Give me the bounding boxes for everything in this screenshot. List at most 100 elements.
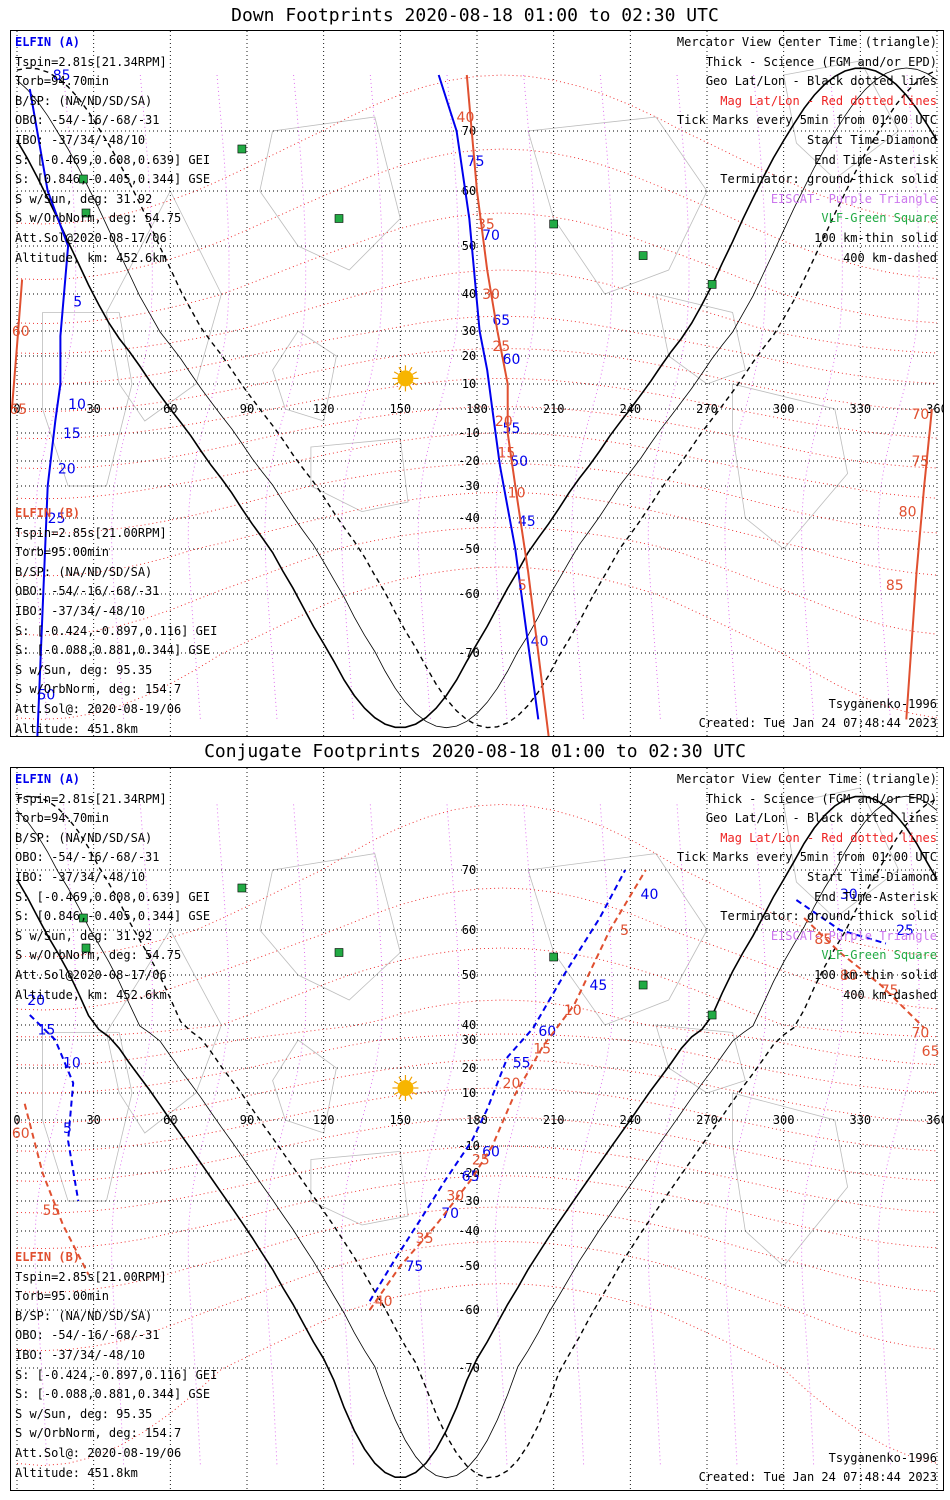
x-tick-label: 360 xyxy=(926,1113,943,1127)
model-label: Tsyganenko-1996 xyxy=(828,1451,937,1465)
vlf-station-square xyxy=(334,214,344,223)
mag-lon-line xyxy=(417,74,460,720)
tick-mark-label: 70 xyxy=(911,407,929,423)
track-line xyxy=(795,899,887,945)
tick-mark-label: 35 xyxy=(416,1231,434,1247)
vlf-station-square xyxy=(237,883,247,893)
tick-mark-label: 50 xyxy=(37,688,55,704)
tick-mark-label: 15 xyxy=(533,1041,551,1057)
mag-lon-line xyxy=(417,804,460,1466)
tick-mark-label: 10 xyxy=(63,1055,81,1071)
series-elfin-b-trace-2: 40 35 30 25 20 15 10 5 xyxy=(457,74,550,736)
elfin-a-line: S: [0.846,-0.405,0.344] GSE xyxy=(15,172,211,187)
legend-item: Thick - Science (FGM and/or EPD) xyxy=(705,54,937,69)
y-tick-label: 70 xyxy=(462,863,476,877)
tick-labels: 0 30 60 90 120 150 180 210 240 270 300 330 360 70 60 50… xyxy=(13,863,943,1375)
mag-lon-line xyxy=(877,74,920,720)
elfin-b-line: OBO: -54/-16/-68/-31 xyxy=(15,1328,160,1343)
tick-mark-label: 80 xyxy=(840,968,858,984)
y-tick-label: -30 xyxy=(458,1194,480,1208)
elfin-a-line: Torb=94.70min xyxy=(15,74,109,89)
vlf-station-square xyxy=(549,952,558,962)
elfin-b-line: Att.Sol@: 2020-08-19/06 xyxy=(15,701,182,716)
sun-ray xyxy=(412,371,418,375)
tick-mark-label: 25 xyxy=(492,339,510,355)
tick-mark-label: 15 xyxy=(37,1023,55,1039)
y-tick-label: -30 xyxy=(458,479,480,493)
x-tick-label: 240 xyxy=(619,402,641,416)
x-tick-label: 120 xyxy=(313,402,335,416)
tick-mark-label: 65 xyxy=(11,402,27,418)
elfin-a-line: S w/Sun, deg: 31.92 xyxy=(15,191,153,206)
legend-item: VLF-Green Square xyxy=(821,211,937,226)
vlf-station-square xyxy=(638,980,648,990)
elfin-a-line: S w/OrbNorm, deg: 54.75 xyxy=(15,211,182,226)
y-tick-label: 40 xyxy=(462,287,476,301)
tick-mark-label: 85 xyxy=(53,68,71,84)
x-tick-label: 210 xyxy=(543,402,565,416)
mag-lon-line xyxy=(724,74,767,720)
mag-lon-line xyxy=(647,74,690,720)
tick-mark-label: 30 xyxy=(482,287,500,303)
track-line xyxy=(437,74,540,720)
tick-mark-label: 40 xyxy=(457,110,475,126)
elfin-b-line: S: [-0.424,-0.897,0.116] GEI xyxy=(15,623,218,638)
mag-lat-line xyxy=(16,526,938,636)
terminator-ground xyxy=(16,67,938,729)
elfin-a-line: Att.Sol@2020-08-17/06 xyxy=(15,230,167,245)
tick-mark-label: 60 xyxy=(12,324,30,340)
y-tick-label: -40 xyxy=(458,511,480,525)
legend-item: Mercator View Center Time (triangle) xyxy=(676,772,937,786)
series-elfin-b-: 60 55 xyxy=(12,1103,90,1276)
mag-lon-grid xyxy=(34,74,920,720)
elfin-a-line: IBO: -37/34/-48/10 xyxy=(15,132,146,147)
terminator-100km xyxy=(16,67,938,729)
x-tick-label: 60 xyxy=(163,1113,177,1127)
track-line xyxy=(465,74,550,736)
mag-grid xyxy=(16,803,938,1467)
elfin-b-line: S w/OrbNorm, deg: 154.7 xyxy=(15,1426,182,1441)
elfin-b-line: S: [-0.088,0.881,0.344] GSE xyxy=(15,1387,211,1402)
elfin-b-line: S w/Sun, deg: 95.35 xyxy=(15,1406,153,1421)
tick-mark-label: 50 xyxy=(510,454,528,470)
x-tick-label: 150 xyxy=(389,1113,411,1127)
elfin-b-line: Tspin=2.85s[21.00RPM] xyxy=(15,525,167,540)
sun-disc xyxy=(397,1080,414,1096)
vlf-station-square xyxy=(549,219,558,229)
legend-item: Tick Marks every 5min from 01:00 UTC xyxy=(676,113,937,128)
sun-ray xyxy=(398,366,402,372)
y-tick-label: 50 xyxy=(462,239,476,253)
track-line xyxy=(11,279,24,410)
series-elfin-a-trace-3: 30 25 xyxy=(795,887,914,945)
legend-item: Start Time-Diamond xyxy=(806,132,937,147)
mag-lat-line xyxy=(16,1241,938,1352)
tick-mark-label: 75 xyxy=(881,983,899,999)
x-tick-label: 180 xyxy=(466,1113,488,1127)
tick-mark-label: 20 xyxy=(27,993,45,1009)
vlf-station-square xyxy=(707,1010,717,1020)
y-tick-label: 50 xyxy=(462,968,476,982)
footer-conjugate: Tsyganenko-1996 Created: Tue Jan 24 07:4… xyxy=(699,1449,937,1487)
track-line xyxy=(23,1103,90,1276)
elfin-b-line: Torb=95.00min xyxy=(15,545,109,560)
vlf-station-square xyxy=(237,144,247,154)
legend-item: Start Time-Diamond xyxy=(806,869,937,884)
elfin-a-line: OBO: -54/-16/-68/-31 xyxy=(15,113,160,128)
created-label: Created: Tue Jan 24 07:48:44 2023 xyxy=(698,1470,937,1484)
track-line xyxy=(803,917,925,1029)
coastline-shape xyxy=(310,438,409,513)
tick-mark-label: 65 xyxy=(922,1044,940,1060)
mag-lat-line xyxy=(16,432,938,500)
tick-mark-label: 25 xyxy=(472,1153,490,1169)
mag-lon-line xyxy=(571,804,613,1466)
tick-mark-label: 70 xyxy=(482,228,500,244)
coastline-shape xyxy=(783,787,900,919)
sun-disc xyxy=(397,370,414,387)
tick-mark-label: 40 xyxy=(641,887,659,903)
x-tick-label: 180 xyxy=(466,402,488,416)
legend-conjugate: Mercator View Center Time (triangle) Thi… xyxy=(677,770,937,1005)
mag-lon-line xyxy=(341,74,383,720)
tick-mark-label: 80 xyxy=(899,505,917,521)
y-tick-label: 10 xyxy=(462,377,476,391)
